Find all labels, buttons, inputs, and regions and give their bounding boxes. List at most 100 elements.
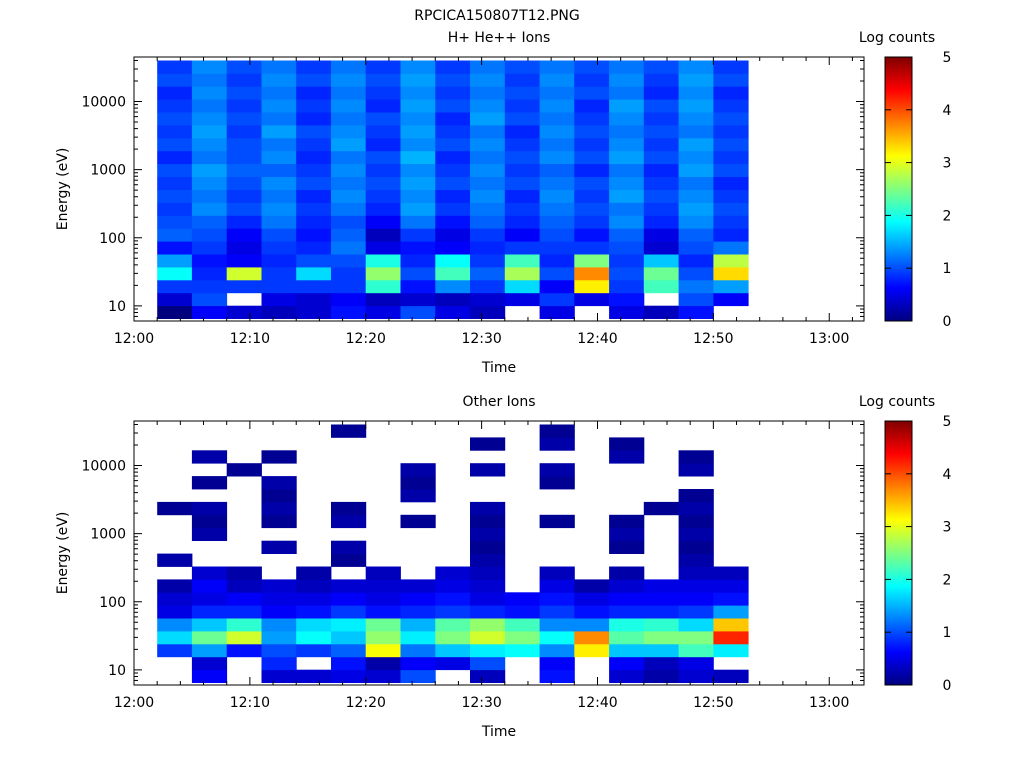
heat-cell	[400, 669, 436, 683]
heat-cell	[296, 125, 332, 139]
heat-cell	[643, 656, 679, 671]
heat-cell	[678, 163, 714, 177]
heat-cell	[574, 137, 610, 152]
y-tick-label: 1000	[90, 527, 126, 543]
panel-2: Other Ions 12:00 12:10 12:20 12:30 12:40 12:50…	[55, 394, 952, 740]
heat-cell	[539, 631, 575, 645]
heat-cell	[643, 643, 679, 658]
heat-cell	[191, 189, 228, 203]
heat-cell	[365, 163, 401, 177]
plot-frame	[133, 420, 865, 686]
heat-cell	[609, 163, 645, 177]
heat-cell	[470, 176, 506, 190]
heat-cell	[609, 618, 645, 632]
heat-cell	[226, 73, 262, 87]
heat-cell	[331, 669, 367, 683]
heat-cell	[191, 215, 228, 229]
heat-cell	[331, 514, 367, 529]
heat-cell	[400, 292, 436, 307]
heat-cell	[226, 60, 262, 74]
heat-cell	[331, 579, 367, 593]
heat-cell	[713, 643, 749, 658]
heat-cell	[609, 279, 645, 294]
heat-cell	[643, 618, 679, 632]
heat-cell	[400, 514, 436, 529]
heat-cell	[435, 267, 471, 281]
heat-cell	[226, 579, 262, 593]
heat-cell	[261, 279, 297, 294]
heat-cell	[261, 150, 297, 165]
heat-cell	[678, 553, 714, 567]
heat-cell	[609, 241, 645, 255]
heat-cell	[261, 540, 297, 554]
heat-cell	[365, 605, 401, 619]
heat-cell	[400, 579, 436, 593]
heat-cell	[435, 579, 471, 593]
heat-cell	[296, 176, 332, 190]
heat-cell	[226, 189, 262, 203]
heat-cell	[331, 228, 367, 242]
heat-cell	[261, 292, 297, 307]
heat-cell	[435, 189, 471, 203]
heat-cell	[191, 267, 228, 281]
heat-cell	[539, 73, 575, 87]
heat-cell	[261, 163, 297, 177]
heat-cell	[609, 669, 645, 683]
heat-cell	[539, 305, 575, 319]
heat-cell	[191, 618, 228, 632]
heat-cell	[713, 267, 749, 281]
heat-cell	[157, 189, 193, 203]
heat-cell	[643, 150, 679, 165]
heat-cell	[157, 125, 193, 139]
heat-cell	[331, 241, 367, 255]
heat-cell	[400, 605, 436, 619]
heat-cell	[226, 605, 262, 619]
heat-cell	[435, 305, 471, 319]
heat-cell	[643, 99, 679, 113]
heat-cell	[226, 267, 262, 281]
heat-cell	[678, 579, 714, 593]
heat-cell	[400, 305, 436, 319]
heat-cell	[435, 176, 471, 190]
heat-cell	[539, 60, 575, 74]
heat-cell	[191, 112, 228, 126]
heat-cell	[331, 618, 367, 632]
heat-cell	[400, 618, 436, 632]
heat-cell	[504, 150, 540, 165]
heat-cell	[504, 73, 540, 87]
heat-cell	[713, 241, 749, 255]
heat-cell	[713, 202, 749, 216]
heat-cell	[157, 163, 193, 177]
heat-cell	[365, 73, 401, 87]
heat-cell	[191, 60, 228, 74]
heat-cell	[191, 669, 228, 683]
heat-cell	[296, 631, 332, 645]
heat-cell	[574, 241, 610, 255]
heat-cell	[470, 631, 506, 645]
heat-cell	[331, 501, 367, 516]
heat-cell	[400, 592, 436, 606]
heat-cell	[157, 605, 193, 619]
heat-cell	[191, 163, 228, 177]
x-tick-label: 12:50	[693, 331, 733, 347]
heat-cell	[609, 202, 645, 216]
heat-cell	[574, 605, 610, 619]
heat-cell	[504, 592, 540, 606]
heat-cell	[191, 605, 228, 619]
heat-cell	[191, 137, 228, 152]
heat-cell	[470, 540, 506, 554]
heat-cell	[643, 176, 679, 190]
heat-cell	[226, 643, 262, 658]
heat-cell	[435, 279, 471, 294]
heat-cell	[574, 86, 610, 100]
heat-cell	[400, 643, 436, 658]
heat-cell	[261, 643, 297, 658]
heat-cell	[678, 279, 714, 294]
heat-cell	[470, 254, 506, 268]
heat-cell	[643, 279, 679, 294]
heat-cell	[435, 215, 471, 229]
heat-cell	[539, 514, 575, 529]
heat-cell	[331, 631, 367, 645]
heat-cell	[504, 176, 540, 190]
heat-cell	[296, 228, 332, 242]
